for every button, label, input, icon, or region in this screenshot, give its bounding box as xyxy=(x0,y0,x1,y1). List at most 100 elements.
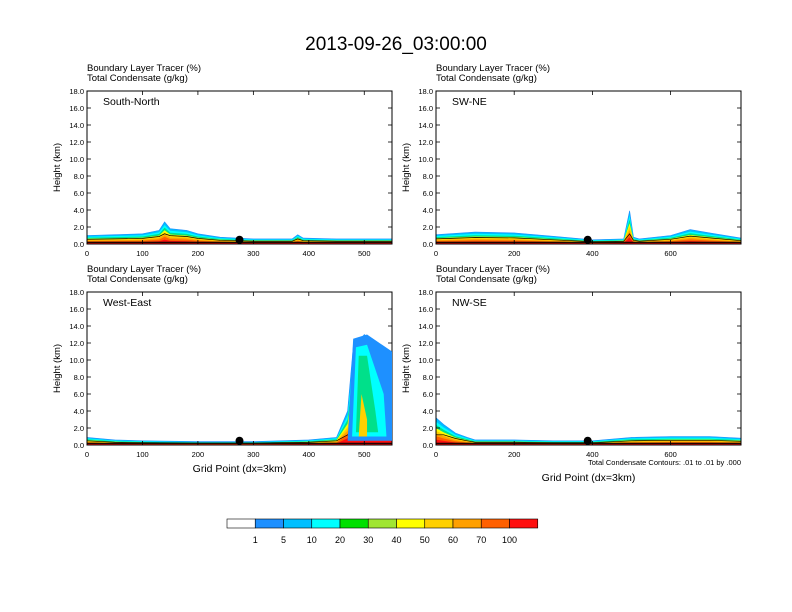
colorbar-swatch xyxy=(480,518,510,529)
x-tick-label: 0 xyxy=(85,450,89,459)
x-axis-label: Grid Point (dx=3km) xyxy=(542,472,636,484)
y-tick-label: 18.0 xyxy=(69,87,84,96)
colorbar-swatch xyxy=(509,518,539,529)
colorbar-label: 1 xyxy=(253,535,258,545)
panel-sw-ne: Boundary Layer Tracer (%)Total Condensat… xyxy=(401,63,742,258)
panel-frame xyxy=(86,90,393,245)
colorbar-label: 50 xyxy=(420,535,430,545)
tracer-fill xyxy=(87,221,392,244)
colorbar-swatch xyxy=(254,518,284,529)
y-tick-label: 8.0 xyxy=(423,172,433,181)
panel-title-line1: Boundary Layer Tracer (%) xyxy=(436,63,550,74)
colorbar-label: 100 xyxy=(502,535,517,545)
x-tick-label: 300 xyxy=(247,450,260,459)
y-tick-label: 6.0 xyxy=(423,390,433,399)
y-tick-label: 16.0 xyxy=(418,305,433,314)
colorbar-swatch xyxy=(339,518,369,529)
tracer-layer-5 xyxy=(436,433,741,445)
y-tick-label: 12.0 xyxy=(69,138,84,147)
colorbar-label: 60 xyxy=(448,535,458,545)
panel-title-line1: Boundary Layer Tracer (%) xyxy=(87,264,201,275)
contour-annotation: Total Condensate Contours: .01 to .01 by… xyxy=(588,458,741,467)
x-tick-label: 600 xyxy=(664,450,677,459)
y-tick-label: 4.0 xyxy=(74,206,84,215)
colorbar-swatch xyxy=(226,518,256,529)
x-tick-label: 400 xyxy=(586,249,599,258)
y-tick-label: 18.0 xyxy=(69,288,84,297)
y-tick-label: 0.0 xyxy=(74,240,84,249)
y-tick-label: 8.0 xyxy=(423,373,433,382)
x-tick-label: 0 xyxy=(85,249,89,258)
panel-title-line1: Boundary Layer Tracer (%) xyxy=(436,264,550,275)
x-tick-label: 300 xyxy=(247,249,260,258)
condensate-contour xyxy=(436,434,741,444)
panel-title-line1: Boundary Layer Tracer (%) xyxy=(87,63,201,74)
x-tick-label: 500 xyxy=(358,450,371,459)
tracer-fill xyxy=(87,334,392,445)
column-warm xyxy=(358,394,368,437)
x-tick-label: 100 xyxy=(136,450,149,459)
colorbar-swatch xyxy=(311,518,341,529)
y-tick-label: 2.0 xyxy=(423,223,433,232)
y-tick-label: 6.0 xyxy=(423,189,433,198)
y-tick-label: 14.0 xyxy=(418,322,433,331)
x-tick-label: 400 xyxy=(303,450,316,459)
colorbar-label: 10 xyxy=(307,535,317,545)
y-tick-label: 10.0 xyxy=(69,155,84,164)
panel-title-line2: Total Condensate (g/kg) xyxy=(87,274,188,285)
y-tick-label: 16.0 xyxy=(69,305,84,314)
location-marker xyxy=(235,235,244,244)
panel-nw-se: Boundary Layer Tracer (%)Total Condensat… xyxy=(401,264,742,484)
tracer-layer-6 xyxy=(436,233,741,244)
tracer-fill xyxy=(436,210,741,244)
y-tick-label: 12.0 xyxy=(418,138,433,147)
y-tick-label: 16.0 xyxy=(69,104,84,113)
x-tick-label: 200 xyxy=(192,450,205,459)
panel-title-line2: Total Condensate (g/kg) xyxy=(436,274,537,285)
y-tick-label: 0.0 xyxy=(423,240,433,249)
y-tick-label: 4.0 xyxy=(423,407,433,416)
condensate-contour xyxy=(436,233,741,243)
panel-frame xyxy=(435,291,742,446)
x-tick-label: 0 xyxy=(434,450,438,459)
y-tick-label: 10.0 xyxy=(418,155,433,164)
colorbar-swatch xyxy=(424,518,454,529)
panel-label: South-North xyxy=(103,96,160,108)
panel-title-line2: Total Condensate (g/kg) xyxy=(87,73,188,84)
y-tick-label: 10.0 xyxy=(69,356,84,365)
location-marker xyxy=(583,235,592,244)
y-tick-label: 2.0 xyxy=(74,424,84,433)
y-axis-label: Height (km) xyxy=(401,344,412,393)
y-tick-label: 18.0 xyxy=(418,87,433,96)
y-axis-label: Height (km) xyxy=(52,143,63,192)
panels-group: Boundary Layer Tracer (%)Total Condensat… xyxy=(52,63,742,484)
y-tick-label: 14.0 xyxy=(418,121,433,130)
y-tick-label: 0.0 xyxy=(74,441,84,450)
y-tick-label: 2.0 xyxy=(423,424,433,433)
panel-label: West-East xyxy=(103,297,151,309)
y-axis-label: Height (km) xyxy=(401,143,412,192)
y-tick-label: 6.0 xyxy=(74,189,84,198)
panel-label: SW-NE xyxy=(452,96,487,108)
colorbar-label: 30 xyxy=(363,535,373,545)
colorbar-label: 70 xyxy=(476,535,486,545)
x-tick-label: 400 xyxy=(303,249,316,258)
x-axis-label: Grid Point (dx=3km) xyxy=(193,463,287,475)
x-tick-label: 200 xyxy=(192,249,205,258)
y-tick-label: 12.0 xyxy=(69,339,84,348)
panel-south-north: Boundary Layer Tracer (%)Total Condensat… xyxy=(52,63,393,258)
y-tick-label: 8.0 xyxy=(74,172,84,181)
location-marker xyxy=(583,436,592,445)
y-tick-label: 16.0 xyxy=(418,104,433,113)
y-axis-label: Height (km) xyxy=(52,344,63,393)
x-tick-label: 0 xyxy=(434,249,438,258)
colorbar-label: 40 xyxy=(391,535,401,545)
colorbar-label: 5 xyxy=(281,535,286,545)
x-tick-label: 200 xyxy=(508,249,521,258)
colorbar-swatch xyxy=(283,518,313,529)
tracer-fill xyxy=(436,417,741,445)
colorbar-label: 20 xyxy=(335,535,345,545)
x-tick-label: 600 xyxy=(664,249,677,258)
figure-title: 2013-09-26_03:00:00 xyxy=(305,34,487,55)
